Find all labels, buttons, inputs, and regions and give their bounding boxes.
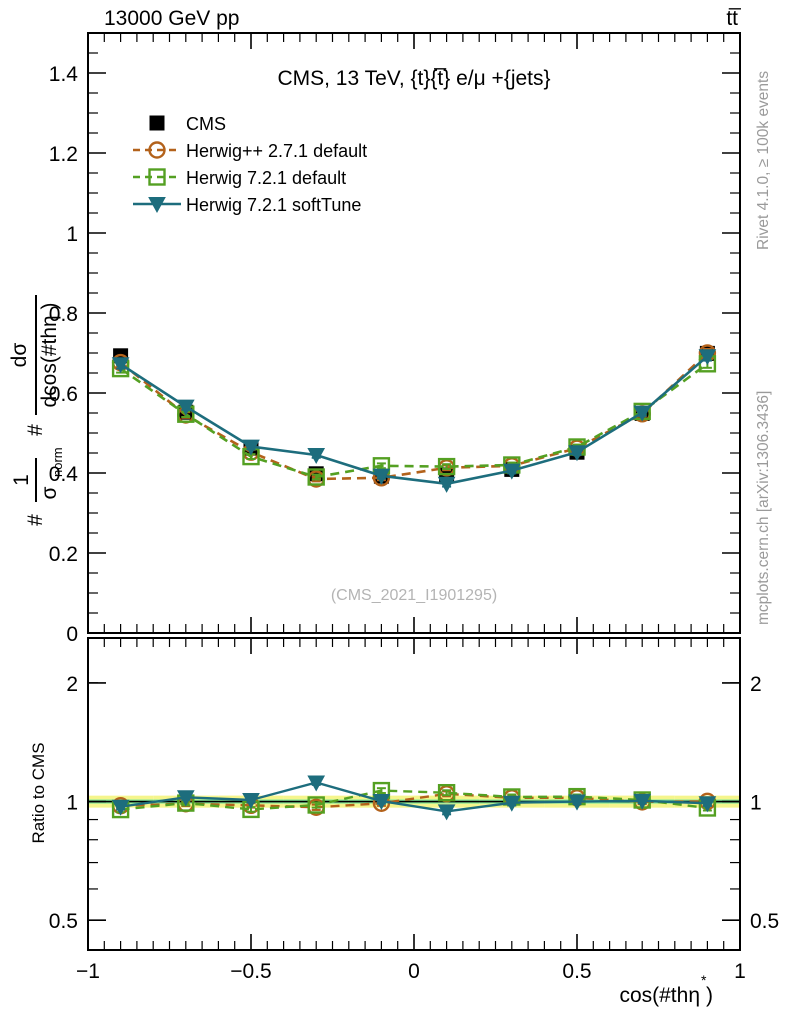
ratio-data-point	[437, 804, 456, 821]
side-label-top: Rivet 4.1.0, ≥ 100k events	[755, 71, 772, 250]
ratio-series-line	[120, 789, 708, 811]
main-y-tick-label: 0	[66, 623, 78, 646]
legend-marker-sample	[148, 197, 166, 214]
ratio-panel-frame	[87, 637, 741, 951]
ratio-data-point	[307, 775, 326, 792]
data-point	[437, 457, 456, 476]
ratio-y-tick-label-right: 1	[750, 792, 762, 815]
y-axis-denominator-1-sub: norm	[50, 447, 65, 477]
x-axis-title-close: )	[706, 984, 713, 1007]
main-plot-panel: 1.4 1.2 1 0.8 0.6 0.4 0.2 0 CMS, 13 TeV, {t}{t̅…	[49, 32, 741, 646]
y-axis-numerator-1: 1	[10, 474, 33, 486]
ratio-axis-title: Ratio to CMS	[29, 742, 48, 843]
ratio-data-point	[502, 795, 521, 812]
y-axis-numerator-2: dσ	[8, 343, 31, 368]
x-axis-tick-label: −0.5	[230, 960, 271, 983]
legend-label: CMS	[186, 114, 226, 134]
main-panel-frame	[87, 32, 741, 634]
y-axis-denominator-2: dcos(#thη )	[38, 302, 61, 407]
ratio-data-point	[242, 792, 260, 810]
x-axis-title: cos(#thη * )	[619, 972, 713, 1007]
x-axis-tick-label: 0.5	[562, 960, 591, 983]
legend-label: Herwig 7.2.1 softTune	[186, 195, 361, 215]
data-point	[502, 463, 521, 480]
x-axis-title-main: cos(#thη	[619, 984, 700, 1007]
analysis-id-watermark: (CMS_2021_I1901295)	[331, 587, 497, 604]
x-axis-tick-label: −1	[76, 960, 100, 983]
legend-item-herwig-7-2-1-softtune[interactable]: Herwig 7.2.1 softTune	[133, 195, 361, 215]
legend-item-herwig-7-2-1-default[interactable]: Herwig 7.2.1 default	[133, 168, 346, 188]
x-axis-tick-labels: −1 −0.5 0 0.5 1	[76, 960, 746, 983]
y-axis-hash-1: #	[24, 514, 47, 526]
ratio-series-line	[120, 781, 708, 813]
ratio-data-series	[111, 775, 717, 821]
main-y-tick-label: 0.8	[49, 303, 78, 326]
data-point	[111, 357, 130, 374]
ratio-y-tick-label: 1	[66, 792, 78, 815]
ratio-plot-panel: 2 2 1 1 0.5 0.5 Ratio to CMS	[29, 637, 779, 951]
data-point	[176, 399, 195, 416]
data-point	[437, 476, 456, 493]
plot-title: CMS, 13 TeV, {t}{t̅} e/μ +{jets}	[277, 67, 550, 90]
legend-item-cms[interactable]: CMS	[149, 114, 226, 134]
y-axis-title: # 1 σ norm # dσ dcos(#thη )	[8, 295, 65, 526]
side-label-bottom: mcplots.cern.ch [arXiv:1306.3436]	[755, 391, 772, 625]
data-point	[242, 439, 260, 456]
series-line	[119, 352, 709, 481]
legend: CMS Herwig++ 2.7.1 default Herwig 7.2.1 de…	[133, 114, 367, 215]
ratio-y-tick-label: 0.5	[49, 910, 78, 933]
legend-marker-sample	[148, 168, 166, 186]
ratio-data-point	[568, 794, 586, 811]
ratio-data-point	[698, 796, 717, 813]
mcplots-credit-label: mcplots.cern.ch [arXiv:1306.3436]	[755, 391, 772, 625]
main-y-tick-label: 1.4	[49, 63, 79, 86]
y-axis-denominator-1: σ	[38, 486, 61, 499]
legend-item-herwig-2-7-1-default[interactable]: Herwig++ 2.7.1 default	[133, 141, 367, 161]
y-axis-hash-2: #	[24, 424, 47, 436]
main-y-tick-label: 0.6	[49, 383, 78, 406]
series-line	[119, 355, 709, 486]
legend-marker-sample	[148, 141, 166, 159]
main-y-tick-label: 0.2	[49, 543, 78, 566]
ratio-data-point	[176, 790, 195, 807]
legend-label: Herwig 7.2.1 default	[186, 168, 346, 188]
x-axis-tick-label: 1	[734, 960, 746, 983]
data-point	[568, 445, 586, 462]
main-data-series	[111, 344, 717, 493]
ratio-y-tick-label: 2	[66, 673, 78, 696]
ratio-data-point	[437, 783, 456, 802]
ratio-y-tick-label-right: 2	[750, 673, 762, 696]
data-point	[633, 405, 652, 422]
series-herwig-7-2-1-softtune	[111, 349, 717, 493]
data-point	[372, 468, 391, 485]
ratio-data-point	[307, 796, 325, 814]
ratio-series-herwig-7-2-1-softtune	[111, 775, 717, 821]
x-axis-tick-label: 0	[408, 960, 420, 983]
ratio-series-line	[120, 792, 708, 809]
header-left-label: 13000 GeV pp	[104, 7, 239, 30]
series-line	[119, 362, 709, 479]
main-y-tick-label: 1.2	[49, 143, 78, 166]
ratio-data-point	[111, 799, 130, 816]
legend-label: Herwig++ 2.7.1 default	[186, 141, 367, 161]
header-right-label: tt̅	[726, 7, 742, 30]
main-y-tick-label: 1	[66, 223, 78, 246]
data-point	[307, 448, 326, 465]
series-cms	[113, 345, 715, 484]
ratio-data-point	[372, 794, 391, 811]
legend-marker-sample	[149, 115, 165, 131]
x-axis-title-superscript: *	[701, 972, 707, 988]
data-point	[307, 468, 325, 486]
ratio-y-tick-label-right: 0.5	[750, 910, 779, 933]
ratio-data-point	[633, 793, 652, 810]
rivet-version-label: Rivet 4.1.0, ≥ 100k events	[755, 71, 772, 250]
series-herwig-7-2-1-default	[111, 355, 717, 486]
main-y-tick-label: 0.4	[49, 463, 79, 486]
data-point	[698, 349, 717, 366]
